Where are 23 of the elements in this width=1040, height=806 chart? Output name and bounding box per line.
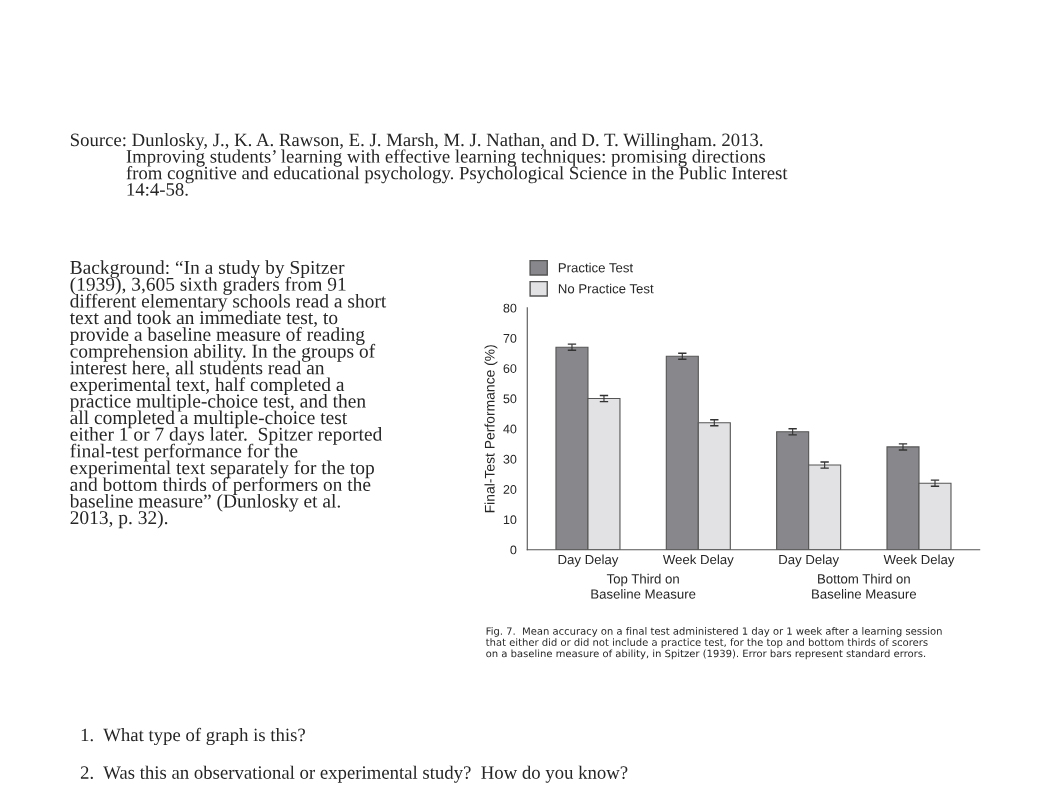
x-tick-label: Day Delay xyxy=(558,554,619,567)
x-tick-label: Week Delay xyxy=(883,554,955,567)
text: 2. Was this an observational or experimental study? How do you know? xyxy=(80,765,628,783)
legend-label: No Practice Test xyxy=(558,283,654,294)
y-tick-label: 30 xyxy=(503,454,517,464)
y-tick-label: 70 xyxy=(503,333,517,343)
y-tick-label: 40 xyxy=(503,424,517,434)
source-note: Source: Dunlosky, J., K. A. Rawson, E. J. Marsh, M. J. Nathan, and D. T. Willingham. 2013. Improving students’ learning with effective learning techniques: promising directions from cognitive and educational psychology. Psychological Science in the Public Interest 14:4-58. xyxy=(70,132,788,196)
x-tick-label: Day Delay xyxy=(779,554,840,567)
y-tick-label: 0 xyxy=(510,545,517,555)
text: Bottom Third on Baseline Measure xyxy=(812,573,917,599)
y-tick-label: 50 xyxy=(503,394,517,404)
y-tick-label: 80 xyxy=(503,303,517,313)
y-axis-title: Final-Test Performance (%) xyxy=(484,345,498,513)
y-tick-label: 20 xyxy=(503,485,517,494)
y-tick-label: 10 xyxy=(503,515,517,525)
x-tick-label: Week Delay xyxy=(662,554,734,567)
text: 1. What type of graph is this? xyxy=(81,727,305,746)
text: Top Third on Baseline Measure xyxy=(591,573,696,599)
caption: Fig. 7. Mean accuracy on a final test administered 1 day or 1 week after a learning session that either did or did not include a practice test, for the top and bottom thirds of scorers on a baseline measure of ability, in Spitzer (1939). Error bars represent standard errors. xyxy=(485,627,942,660)
text: Background: “In a study by Spitzer (1939), 3,605 sixth graders from 91 different elementary schools read a short text and took an immediate test, to provide a baseline measure of reading comprehension ability. In the groups of interest here, all students read an experimental text, half completed a practice multiple-choice test, and then all completed a multiple-choice test either 1 or 7 days later. Spitzer reported final-test performance for the experimental text separately for the top and bottom thirds of performers on the baseline measure” (Dunlosky et al. 2013, p. 32). xyxy=(69,260,387,529)
legend-label: Practice Test xyxy=(558,262,634,273)
y-tick-label: 60 xyxy=(503,364,517,373)
